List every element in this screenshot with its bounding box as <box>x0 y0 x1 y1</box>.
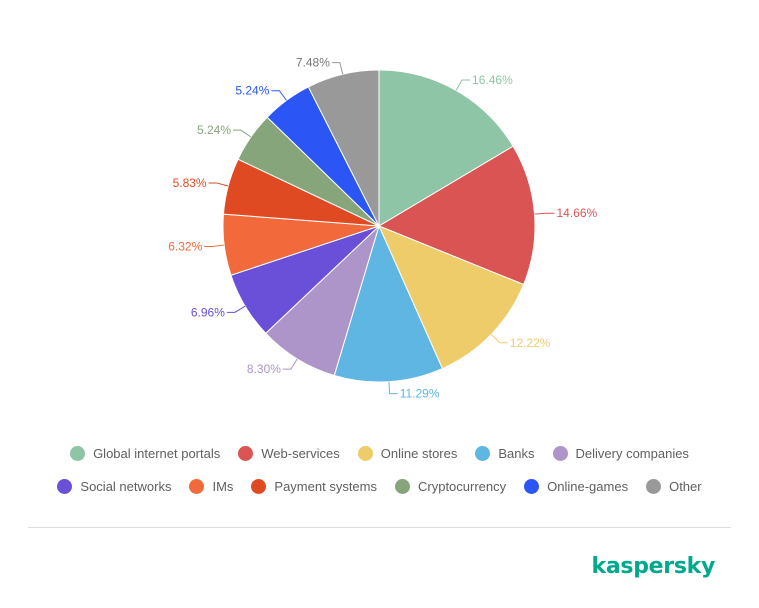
leader-line-online-stores <box>490 334 508 344</box>
data-label-online-stores: 12.22% <box>510 336 551 350</box>
legend-swatch <box>357 446 373 461</box>
legend-label: Delivery companies <box>575 446 689 461</box>
legend-item-banks: Banks <box>475 446 535 461</box>
legend-item-other: Other <box>646 479 702 494</box>
leader-line-banks <box>388 381 398 395</box>
divider <box>28 527 731 528</box>
legend-swatch <box>189 479 205 494</box>
data-label-ims: 6.32% <box>168 240 202 254</box>
legend-swatch <box>646 479 662 494</box>
data-label-other: 7.48% <box>296 56 330 70</box>
legend-label: IMs <box>212 479 234 494</box>
data-label-banks: 11.29% <box>400 387 440 401</box>
legend-item-delivery-companies: Delivery companies <box>552 446 689 461</box>
legend-item-web-services: Web-services <box>238 446 340 461</box>
pie-chart: 16.46% 14.66% 12.22% 11.29% 8.30% 6.96% 6.32% 5… <box>168 56 597 401</box>
legend-item-ims: IMs <box>189 479 233 494</box>
leader-line-payment-systems <box>208 182 229 187</box>
data-label-social-networks: 6.96% <box>191 305 225 319</box>
legend-swatch <box>524 479 540 494</box>
legend-label: Cryptocurrency <box>418 479 507 494</box>
leader-line-web-services <box>534 212 555 215</box>
data-label-delivery-companies: 8.30% <box>247 362 281 376</box>
legend-item-cryptocurrency: Cryptocurrency <box>395 479 506 494</box>
legend-swatch <box>475 446 491 461</box>
legend-item-social-networks: Social networks <box>57 479 171 494</box>
data-label-payment-systems: 5.83% <box>173 176 207 190</box>
legend-label: Payment systems <box>274 479 377 494</box>
leader-line-cryptocurrency <box>233 129 252 138</box>
legend-label: Banks <box>498 446 535 461</box>
legend-item-global-internet-portals: Global internet portals <box>70 446 220 461</box>
pie-labels: 16.46% 14.66% 12.22% 11.29% 8.30% 6.96% 6.32% 5… <box>168 56 597 401</box>
data-label-global-internet-portals: 16.46% <box>472 73 513 87</box>
leader-line-other <box>331 62 344 75</box>
legend-label: Online stores <box>380 446 458 461</box>
data-label-online-games: 5.24% <box>235 84 269 98</box>
legend-swatch <box>251 479 267 494</box>
legend-swatch <box>552 446 568 461</box>
kaspersky-logo: kaspersky <box>591 554 716 579</box>
legend-label: Social networks <box>80 479 172 494</box>
legend-label: Web-services <box>261 446 340 461</box>
legend-item-online-games: Online-games <box>524 479 628 494</box>
legend-item-online-stores: Online stores <box>357 446 458 461</box>
legend-label: Online-games <box>547 479 629 494</box>
data-label-cryptocurrency: 5.24% <box>197 123 231 137</box>
data-label-web-services: 14.66% <box>557 206 598 220</box>
legend-swatch <box>57 479 73 494</box>
leader-line-online-games <box>271 90 287 101</box>
legend-swatch <box>238 446 254 461</box>
pie-slices <box>222 69 536 383</box>
legend-swatch <box>70 446 86 461</box>
legend-label: Global internet portals <box>93 446 221 461</box>
leader-line-global-internet-portals <box>455 79 471 91</box>
leader-line-social-networks <box>226 305 246 313</box>
legend-swatch <box>395 479 410 494</box>
legend-item-payment-systems: Payment systems <box>251 479 377 494</box>
pie-slice-banks <box>333 224 444 383</box>
legend-label: Other <box>669 479 702 494</box>
legend-row-2: Social networks IMs Payment systems Cryptoc… <box>0 479 759 494</box>
leader-line-delivery-companies <box>282 358 298 370</box>
legend-row-1: Global internet portals Web-services Onlin… <box>0 446 759 461</box>
leader-line-ims <box>204 244 225 248</box>
